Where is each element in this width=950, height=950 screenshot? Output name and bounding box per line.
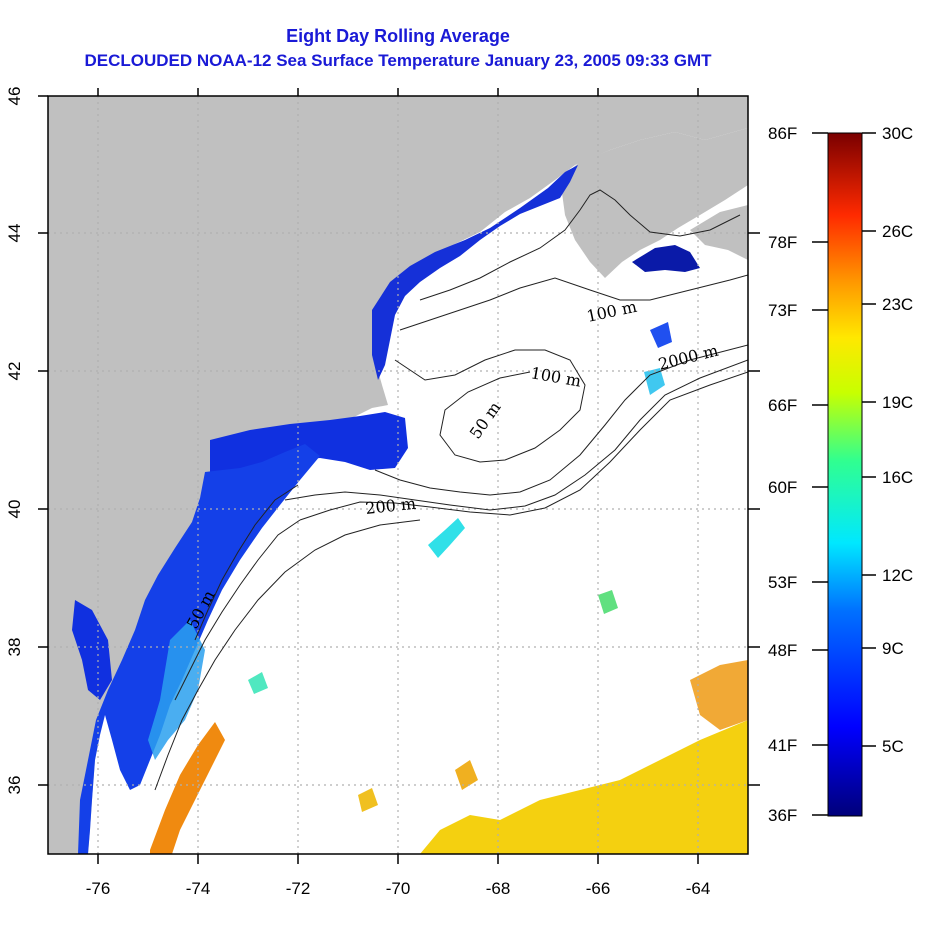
- sst-cold-mid-atlantic-shelf: [78, 444, 320, 854]
- contour-coastal-2000m: [154, 519, 421, 791]
- sst-patch-2: [358, 788, 378, 812]
- sst-patch-3: [428, 518, 465, 558]
- colorbar-c-label: 26C: [882, 222, 913, 241]
- x-tick-label: -64: [686, 879, 711, 898]
- sst-patch-4: [598, 590, 618, 614]
- sst-cold-chesapeake: [72, 600, 112, 700]
- x-tick-label: -68: [486, 879, 511, 898]
- sst-patch-5: [644, 368, 665, 395]
- contour-200m-gom: [394, 349, 586, 463]
- contour-coastal-50m: [194, 484, 299, 641]
- colorbar-c-label: 12C: [882, 566, 913, 585]
- x-tick-label: -74: [186, 879, 211, 898]
- sst-warm-offshore-e: [690, 660, 748, 730]
- sst-cold-long-island: [210, 412, 408, 472]
- y-axis: [38, 95, 760, 786]
- colorbar: 86F 78F 73F 66F 60F 53F 48F 41F 36F 30C …: [768, 124, 913, 825]
- y-tick-label: 46: [5, 87, 24, 106]
- sst-patch-6: [650, 322, 672, 348]
- colorbar-f-label: 66F: [768, 396, 797, 415]
- colorbar-f-label: 53F: [768, 573, 797, 592]
- colorbar-c-label: 9C: [882, 639, 904, 658]
- colorbar-f-label: 41F: [768, 736, 797, 755]
- colorbar-f-label: 86F: [768, 124, 797, 143]
- colorbar-gradient: [827, 132, 863, 817]
- contour-shelf-inner: [374, 344, 748, 496]
- colorbar-f-label: 48F: [768, 641, 797, 660]
- sst-patch-1: [455, 760, 478, 790]
- contour-50m: [419, 189, 741, 301]
- colorbar-c-label: 19C: [882, 393, 913, 412]
- colorbar-f-label: 78F: [768, 233, 797, 252]
- colorbar-c-label: 23C: [882, 295, 913, 314]
- contour-shelf-edge: [284, 359, 748, 511]
- y-tick-label: 44: [5, 224, 24, 243]
- x-tick-label: -72: [286, 879, 311, 898]
- contour-coastal-200m: [174, 519, 301, 701]
- y-tick-label: 38: [5, 638, 24, 657]
- contour-200m: [299, 371, 748, 521]
- colorbar-f-label: 73F: [768, 301, 797, 320]
- chart-subtitle: DECLOUDED NOAA-12 Sea Surface Temperatur…: [84, 51, 712, 70]
- map-panel: 100 m 2000 m 100 m 50 m 200 m 50 m: [48, 96, 748, 854]
- colorbar-c-label: 30C: [882, 124, 913, 143]
- x-tick-label: -70: [386, 879, 411, 898]
- y-tick-label: 42: [5, 362, 24, 381]
- land-nova-scotia: [560, 128, 748, 278]
- colorbar-c-label: 16C: [882, 468, 913, 487]
- sst-cold-bay-of-fundy: [632, 245, 700, 272]
- graticule: [48, 96, 748, 854]
- land-north-america: [48, 96, 748, 854]
- bathymetry-contours: [154, 189, 748, 791]
- sst-warm-offshore-se: [420, 720, 748, 854]
- x-axis: [97, 88, 699, 864]
- colorbar-c-label: 5C: [882, 737, 904, 756]
- x-tick-label: -76: [86, 879, 111, 898]
- y-tick-label: 40: [5, 500, 24, 519]
- y-tick-label: 36: [5, 776, 24, 795]
- sst-cool-shelf-break: [148, 620, 205, 760]
- contour-100m: [399, 274, 748, 331]
- sst-cold-gulf-of-maine: [372, 165, 578, 380]
- sst-patch-7: [248, 672, 268, 694]
- colorbar-f-label: 60F: [768, 478, 797, 497]
- chart-title: Eight Day Rolling Average: [286, 26, 510, 46]
- colorbar-f-label: 36F: [768, 806, 797, 825]
- sst-warm-gulf-stream: [150, 722, 225, 854]
- x-tick-label: -66: [586, 879, 611, 898]
